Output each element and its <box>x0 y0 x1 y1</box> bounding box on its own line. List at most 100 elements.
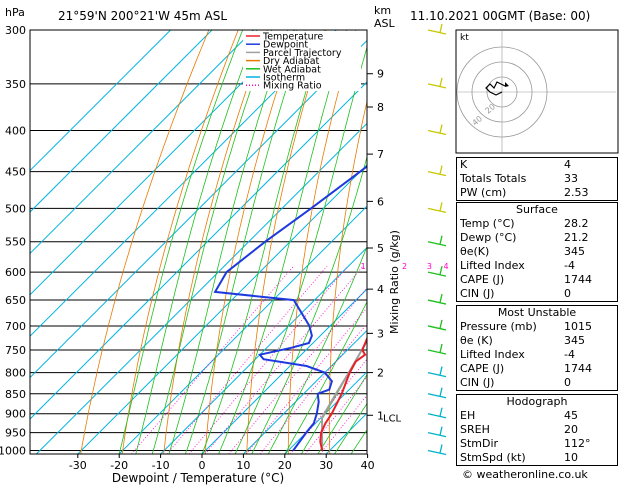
isotherm <box>30 30 296 296</box>
wind-barb <box>427 325 447 331</box>
wind-barb-flag <box>439 124 443 134</box>
index-value: 33 <box>564 172 578 185</box>
mixing-ratio-label: 2 <box>402 262 407 271</box>
mixing-ratio-label: 3 <box>427 262 432 271</box>
wet-adiabat <box>334 402 367 454</box>
dry-adiabat <box>121 30 239 454</box>
asl-label: ASL <box>374 17 396 30</box>
most-unstable-value: 345 <box>564 334 585 347</box>
hpa-label: hPa <box>5 6 25 19</box>
hodograph-stat-value: 45 <box>564 409 578 422</box>
pressure-tick-label: 400 <box>5 124 26 137</box>
hodograph-stat-row: StmDir 112° <box>457 437 617 451</box>
wind-barb <box>427 207 447 214</box>
legend-label: Wet Adiabat <box>263 64 321 75</box>
wind-barb-flag <box>439 426 443 436</box>
pressure-tick-label: 1000 <box>0 445 26 458</box>
pressure-tick-label: 300 <box>5 24 26 37</box>
isotherm <box>30 39 367 379</box>
most-unstable-value: 1015 <box>564 320 592 333</box>
mixing-ratio-label: 1 <box>361 262 366 271</box>
km-tick-label: 2 <box>377 367 384 380</box>
surface-label: Dewp (°C) <box>460 231 517 244</box>
pressure-axis: 300 350 400 450 500 550 600 650 700 750 800 850 900 9… <box>0 24 26 458</box>
surface-table: Surface Temp (°C) 28.2 Dewp (°C) 21.2 θe(K) 3… <box>456 202 618 302</box>
mixing-ratio-axis-title: Mixing Ratio (g/kg) <box>388 230 401 334</box>
pressure-tick-label: 600 <box>5 266 26 279</box>
surface-value: 21.2 <box>564 231 589 244</box>
km-tick-label: 7 <box>377 148 384 161</box>
hodograph-stat-label: SREH <box>460 423 490 436</box>
most-unstable-value: 1744 <box>564 362 592 375</box>
isotherm <box>201 288 367 454</box>
km-axis: 9 8 7 6 5 4 3 2 1 LCL <box>367 68 402 425</box>
legend-label: Parcel Trajectory <box>263 48 342 59</box>
most-unstable-table: Most Unstable Pressure (mb) 1015 θe (K) 345… <box>456 305 618 391</box>
surface-label: CAPE (J) <box>460 273 505 286</box>
mixing-ratio-line <box>228 287 367 454</box>
surface-box: Surface Temp (°C) 28.2 Dewp (°C) 21.2 θe(K) 3… <box>456 202 618 302</box>
pressure-tick-label: 900 <box>5 408 26 421</box>
storm-motion-marker <box>505 82 509 87</box>
wind-barb-flag <box>439 165 443 175</box>
legend-label: Isotherm <box>263 73 305 84</box>
wind-barb <box>427 129 447 136</box>
x-tick-label: 30 <box>319 459 333 472</box>
wind-barb <box>427 170 447 177</box>
surface-value: 1744 <box>564 273 592 286</box>
isotherm <box>36 122 367 454</box>
wind-barb <box>427 371 447 378</box>
surface-title: Surface <box>516 203 558 216</box>
isotherm <box>30 30 254 255</box>
wet-adiabat <box>118 30 243 454</box>
surface-label: Temp (°C) <box>460 217 515 230</box>
hodograph-table: Hodograph EH 45 SREH 20 StmDir 112° StmSpd (kt… <box>456 394 618 466</box>
km-tick-label: 4 <box>377 283 384 296</box>
wind-barb-flag <box>439 444 443 454</box>
index-label: PW (cm) <box>460 186 507 199</box>
surface-value: 0 <box>564 287 571 300</box>
most-unstable-row: Lifted Index -4 <box>457 348 617 362</box>
wind-barb <box>427 83 447 89</box>
pressure-tick-label: 350 <box>5 78 26 91</box>
km-tick-label: 8 <box>377 101 384 114</box>
wind-barb <box>427 271 447 277</box>
most-unstable-label: θe (K) <box>460 334 493 347</box>
pressure-tick-label: 650 <box>5 294 26 307</box>
legend-box <box>243 31 361 91</box>
pressure-tick-label: 950 <box>5 427 26 440</box>
hodograph-frame <box>455 29 619 154</box>
most-unstable-label: Lifted Index <box>460 348 525 361</box>
wet-adiabat <box>185 30 306 454</box>
wet-adiabat <box>251 155 367 454</box>
km-tick-label: 5 <box>377 242 384 255</box>
wind-barb <box>427 241 447 247</box>
wind-barb <box>427 29 447 35</box>
x-tick-label: 40 <box>361 459 375 472</box>
wet-adiabat <box>168 30 289 454</box>
dewpoint-line <box>213 165 367 452</box>
hodograph-stat-label: EH <box>460 409 476 422</box>
hodograph-stat-label: StmSpd (kt) <box>460 451 526 464</box>
x-tick-label: 20 <box>278 459 292 472</box>
hodograph-stat-value: 10 <box>564 451 578 464</box>
index-label: Totals Totals <box>460 172 527 185</box>
dry-adiabat <box>204 30 298 454</box>
hodograph-stat-row: StmSpd (kt) 10 <box>457 451 617 465</box>
wet-adiabat <box>267 245 367 454</box>
isotherm <box>243 329 367 454</box>
surface-label: Lifted Index <box>460 259 525 272</box>
plot-frame <box>29 29 368 455</box>
hodograph-stat-row: EH 45 <box>457 409 617 423</box>
wind-barb <box>427 393 447 399</box>
hodograph-stat-value: 20 <box>564 423 578 436</box>
index-value: 2.53 <box>564 186 589 199</box>
wind-barb <box>427 431 447 438</box>
most-unstable-label: CIN (J) <box>460 376 495 389</box>
wind-barb <box>427 349 447 355</box>
surface-row: CIN (J) 0 <box>457 287 617 301</box>
km-tick-label: 3 <box>377 327 384 340</box>
hodograph-stats-box: Hodograph EH 45 SREH 20 StmDir 112° StmSpd (kt… <box>456 394 618 466</box>
